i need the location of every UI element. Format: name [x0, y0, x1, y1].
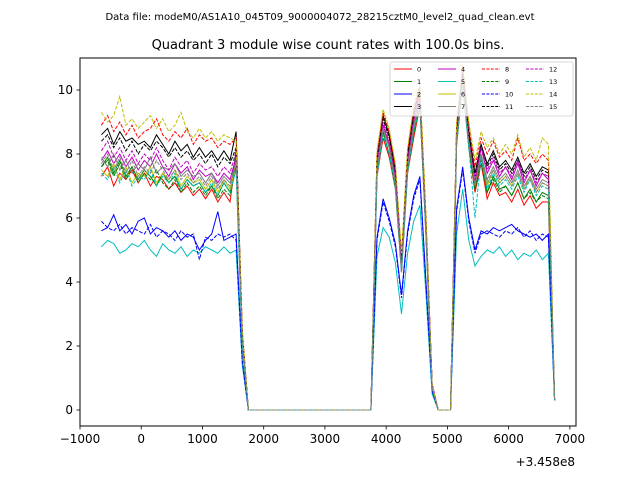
legend-label-9: 9: [505, 78, 509, 86]
series-line-13: [101, 86, 556, 411]
legend-box: [389, 61, 574, 117]
x-tick-label: 0: [137, 432, 145, 446]
y-tick-label: 2: [65, 339, 73, 353]
series-line-14: [100, 64, 556, 411]
chart-title: Quadrant 3 module wise count rates with …: [152, 38, 505, 53]
series-line-10: [101, 169, 556, 411]
legend-label-11: 11: [505, 103, 513, 111]
legend-label-3: 3: [417, 103, 421, 111]
legend-label-10: 10: [505, 90, 513, 98]
x-tick-label: 4000: [371, 432, 402, 446]
series-line-5: [101, 189, 556, 411]
plot-area: [100, 64, 556, 411]
series-line-12: [100, 77, 556, 411]
legend-label-6: 6: [461, 90, 465, 98]
x-tick-label: −1000: [60, 432, 101, 446]
legend-label-15: 15: [549, 103, 557, 111]
series-line-0: [100, 83, 556, 411]
legend-label-0: 0: [417, 65, 421, 73]
x-tick-label: 6000: [493, 432, 524, 446]
x-tick-label: 3000: [310, 432, 341, 446]
suptitle: Data file: modeM0/AS1A10_045T09_90000040…: [105, 12, 534, 23]
x-tick-label: 5000: [432, 432, 463, 446]
legend-label-8: 8: [505, 65, 509, 73]
x-axis: −1000 0 1000 2000 3000 4000 5000 6000 7000: [60, 426, 585, 446]
legend-label-5: 5: [461, 78, 465, 86]
y-axis: 0 2 4 6 8 10: [58, 83, 80, 417]
legend-label-7: 7: [461, 103, 465, 111]
series-line-3: [101, 70, 556, 411]
axes-frame: [79, 57, 577, 427]
y-tick-label: 6: [65, 211, 73, 225]
series-line-15: [100, 80, 556, 411]
x-tick-label: 7000: [555, 432, 586, 446]
series-line-11: [101, 73, 556, 411]
y-tick-label: 8: [65, 147, 73, 161]
y-tick-label: 10: [58, 83, 73, 97]
series-line-6: [101, 80, 556, 411]
series-line-4: [100, 77, 556, 411]
legend-label-1: 1: [417, 78, 421, 86]
series-line-9: [101, 83, 556, 411]
y-tick-label: 0: [65, 403, 73, 417]
legend-label-12: 12: [549, 65, 557, 73]
legend-label-4: 4: [461, 65, 465, 73]
legend-label-2: 2: [417, 90, 421, 98]
legend-label-14: 14: [549, 90, 557, 98]
series-line-1: [100, 80, 556, 411]
series-line-8: [100, 67, 556, 411]
series-line-7: [100, 80, 556, 411]
x-tick-label: 1000: [187, 432, 218, 446]
series-line-2: [101, 166, 556, 411]
x-offset-label: +3.458e8: [516, 455, 575, 469]
x-tick-label: 2000: [248, 432, 279, 446]
legend-label-13: 13: [549, 78, 557, 86]
y-tick-label: 4: [65, 275, 73, 289]
